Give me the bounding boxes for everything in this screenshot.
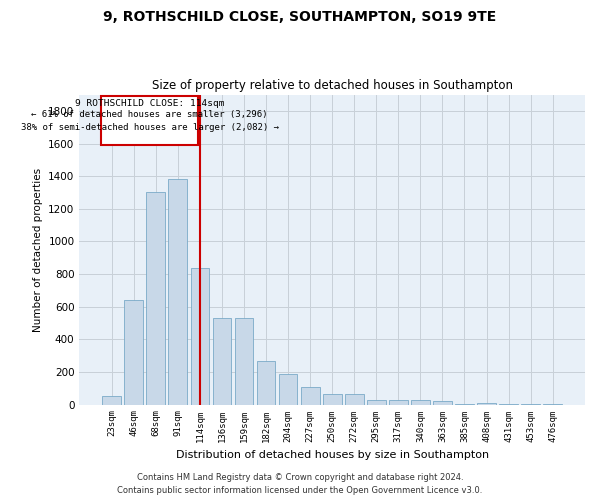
Bar (477, 403, 496, 404)
Bar (301, 388, 320, 404)
Bar (279, 374, 298, 404)
Bar (124, 300, 143, 405)
Text: ← 61% of detached houses are smaller (3,296): ← 61% of detached houses are smaller (3,… (31, 110, 268, 120)
Bar (433, 402, 452, 404)
Bar (389, 400, 407, 404)
Title: Size of property relative to detached houses in Southampton: Size of property relative to detached ho… (152, 79, 512, 92)
Bar (411, 400, 430, 404)
Bar (169, 180, 187, 404)
Bar (103, 396, 121, 404)
Text: Contains HM Land Registry data © Crown copyright and database right 2024.
Contai: Contains HM Land Registry data © Crown c… (118, 474, 482, 495)
Bar (367, 400, 386, 404)
Bar (212, 318, 232, 404)
Text: 9, ROTHSCHILD CLOSE, SOUTHAMPTON, SO19 9TE: 9, ROTHSCHILD CLOSE, SOUTHAMPTON, SO19 9… (103, 10, 497, 24)
Bar (235, 318, 253, 404)
Y-axis label: Number of detached properties: Number of detached properties (33, 168, 43, 332)
Bar (191, 268, 209, 404)
X-axis label: Distribution of detached houses by size in Southampton: Distribution of detached houses by size … (176, 450, 489, 460)
Bar (257, 360, 275, 405)
Bar (345, 394, 364, 404)
Text: 9 ROTHSCHILD CLOSE: 114sqm: 9 ROTHSCHILD CLOSE: 114sqm (75, 98, 224, 108)
Bar (146, 192, 165, 404)
Bar (323, 394, 341, 404)
Bar (101, 96, 198, 145)
Text: 38% of semi-detached houses are larger (2,082) →: 38% of semi-detached houses are larger (… (20, 122, 278, 132)
